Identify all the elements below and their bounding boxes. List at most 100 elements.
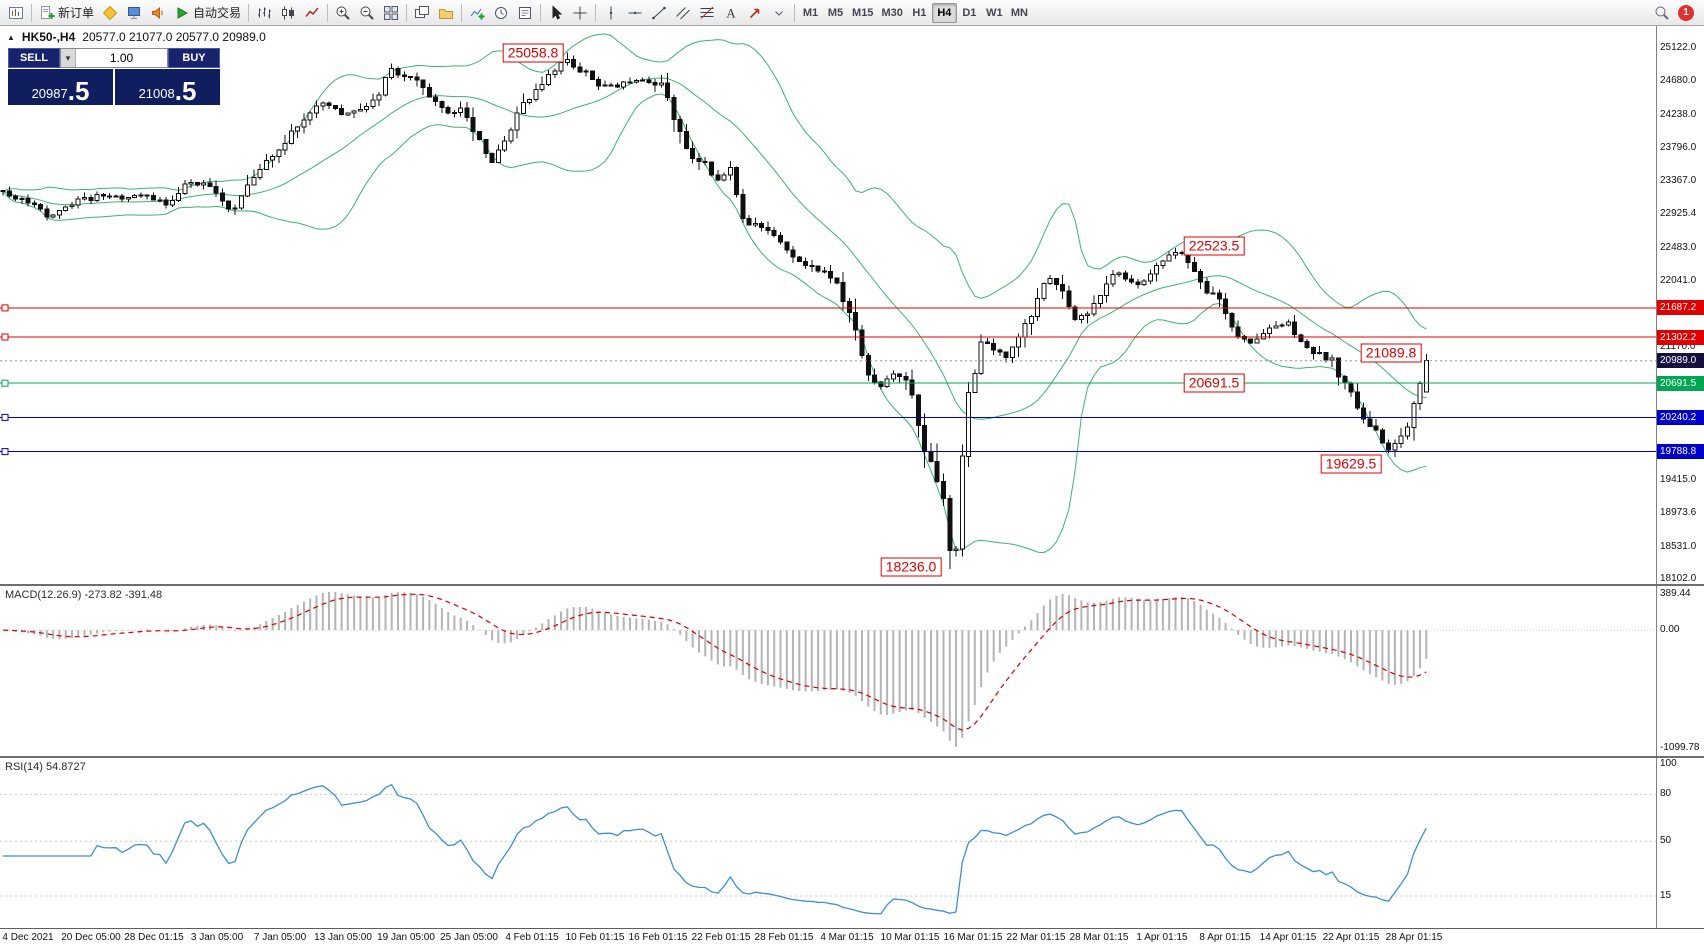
timeframe-m5-button[interactable]: M5	[823, 3, 848, 23]
notification-badge[interactable]: 1	[1678, 4, 1694, 21]
pane-separator[interactable]	[0, 584, 1704, 586]
timeframe-m15-button[interactable]: M15	[848, 3, 877, 23]
timeframe-h4-button[interactable]: H4	[931, 2, 957, 23]
new-order-icon	[39, 5, 55, 21]
timeframe-m1-button[interactable]: M1	[798, 3, 823, 23]
horizontal-line-icon	[627, 5, 643, 21]
profiles-button[interactable]	[434, 2, 458, 24]
cursor-button[interactable]	[544, 2, 568, 24]
sell-button[interactable]: SELL	[8, 48, 60, 68]
price-chart-pane[interactable]: ▲ HK50-,H4 20577.0 21077.0 20577.0 20989…	[0, 26, 1704, 584]
algo-trading-button[interactable]: 自动交易	[170, 2, 245, 24]
hline-handle[interactable]	[1, 413, 9, 421]
timeframe-m30-button[interactable]: M30	[877, 3, 906, 23]
new-chart-button[interactable]	[410, 2, 434, 24]
zoom-out-button[interactable]	[355, 2, 379, 24]
horizontal-line-button[interactable]	[623, 2, 647, 24]
alerts-button[interactable]	[146, 2, 170, 24]
vertical-line-button[interactable]	[599, 2, 623, 24]
symbol-name: HK50-,H4	[21, 30, 76, 44]
time-axis-label: 28 Dec 01:15	[124, 932, 184, 943]
alerts-icon	[150, 5, 166, 21]
timeframe-w1-button[interactable]: W1	[982, 3, 1007, 23]
price-axis[interactable]: 25122.0 24680.0 24238.0 23796.0 23367.0 22925…	[1656, 26, 1704, 584]
volume-value[interactable]: 1.00	[109, 51, 134, 65]
crosshair-icon	[572, 5, 588, 21]
channel-button[interactable]	[671, 2, 695, 24]
timeframe-d1-button[interactable]: D1	[957, 3, 982, 23]
indicators-button[interactable]	[465, 2, 489, 24]
price-axis-label: 19415.0	[1660, 473, 1697, 485]
price-axis-label: 24238.0	[1660, 108, 1697, 120]
fibonacci-button[interactable]	[695, 2, 719, 24]
search-button[interactable]	[1650, 2, 1674, 24]
price-axis-label: 18531.0	[1660, 540, 1697, 552]
time-axis-label: 22 Feb 01:15	[691, 932, 751, 943]
main-toolbar: 新订单 自动交易 A M1 M5 M15 M30 H1 H4 D1 W1 MN 1	[0, 0, 1704, 26]
time-axis-label: 14 Apr 01:15	[1259, 932, 1317, 943]
rsi-axis-label: 15	[1660, 890, 1672, 901]
line-chart-button[interactable]	[300, 2, 324, 24]
periods-button[interactable]	[489, 2, 513, 24]
macd-label: MACD(12.26.9) -273.82 -391.48	[5, 589, 163, 601]
buy-price[interactable]: 21008.5	[115, 69, 220, 105]
price-annotation[interactable]: 22523.5	[1183, 236, 1245, 256]
price-annotation[interactable]: 21089.8	[1360, 343, 1422, 363]
channel-icon	[675, 5, 691, 21]
time-axis-label: 16 Mar 01:15	[943, 932, 1003, 943]
rsi-pane: RSI(14) 54.8727 100 80 50 15	[0, 758, 1704, 928]
trade-panel-prices: 20987.5 21008.5	[8, 69, 220, 105]
candlestick-chart-icon	[280, 5, 296, 21]
price-annotation[interactable]: 20691.5	[1183, 373, 1245, 393]
macd-pane: MACD(12.26.9) -273.82 -391.48 389.44 0.00…	[0, 586, 1704, 756]
timeframe-h1-button[interactable]: H1	[907, 3, 932, 23]
candlestick-chart[interactable]	[0, 26, 1656, 584]
hline-handle[interactable]	[1, 304, 9, 312]
terminal-icon	[126, 5, 142, 21]
price-annotation[interactable]: 18236.0	[880, 557, 942, 577]
toolbar-separator	[461, 3, 463, 22]
candlestick-chart-button[interactable]	[276, 2, 300, 24]
time-axis-label: 19 Jan 05:00	[377, 932, 435, 943]
zoom-in-button[interactable]	[331, 2, 355, 24]
trade-panel-controls: SELL ▾ 1.00 BUY	[8, 48, 220, 68]
expand-triangle-icon[interactable]: ▲	[7, 32, 15, 42]
new-order-button[interactable]: 新订单	[35, 2, 98, 24]
macd-axis-label: -1099.78	[1660, 742, 1700, 754]
buy-button[interactable]: BUY	[168, 48, 220, 68]
chart-window-icon	[8, 5, 24, 21]
terminal-button[interactable]	[122, 2, 146, 24]
chevron-down-icon	[771, 5, 787, 21]
arrows-button[interactable]	[743, 2, 767, 24]
hline-handle[interactable]	[1, 448, 9, 456]
metaeditor-button[interactable]	[98, 2, 122, 24]
objects-dropdown-button[interactable]	[767, 2, 791, 24]
timeframe-mn-button[interactable]: MN	[1007, 3, 1032, 23]
price-axis-tag: 20989.0	[1657, 353, 1704, 369]
price-axis-label: 24680.0	[1660, 75, 1697, 87]
hline-handle[interactable]	[1, 379, 9, 387]
text-button[interactable]: A	[719, 2, 743, 24]
buy-price-main: 21008	[138, 85, 175, 101]
sell-price[interactable]: 20987.5	[8, 69, 113, 105]
bars-chart-icon	[256, 5, 272, 21]
tile-windows-button[interactable]	[379, 2, 403, 24]
hline-handle[interactable]	[1, 333, 9, 341]
volume-dropdown-icon[interactable]: ▾	[61, 49, 76, 67]
chart-window-button[interactable]	[4, 2, 28, 24]
price-annotation[interactable]: 19629.5	[1320, 454, 1382, 474]
trendline-icon	[651, 5, 667, 21]
price-annotation[interactable]: 25058.8	[502, 43, 564, 63]
bars-chart-button[interactable]	[252, 2, 276, 24]
time-axis[interactable]: 4 Dec 2021 20 Dec 05:00 28 Dec 01:15 3 Jan …	[0, 928, 1704, 945]
price-axis-label: 25122.0	[1660, 41, 1697, 53]
time-axis-label: 28 Feb 01:15	[754, 932, 814, 943]
trendline-button[interactable]	[647, 2, 671, 24]
crosshair-button[interactable]	[568, 2, 592, 24]
candles	[0, 52, 1429, 570]
volume-control[interactable]: ▾ 1.00	[60, 48, 168, 68]
data-window-button[interactable]	[513, 2, 537, 24]
price-axis-tag: 20240.2	[1657, 409, 1704, 425]
pane-separator[interactable]	[0, 756, 1704, 758]
toolbar-separator	[327, 3, 329, 22]
